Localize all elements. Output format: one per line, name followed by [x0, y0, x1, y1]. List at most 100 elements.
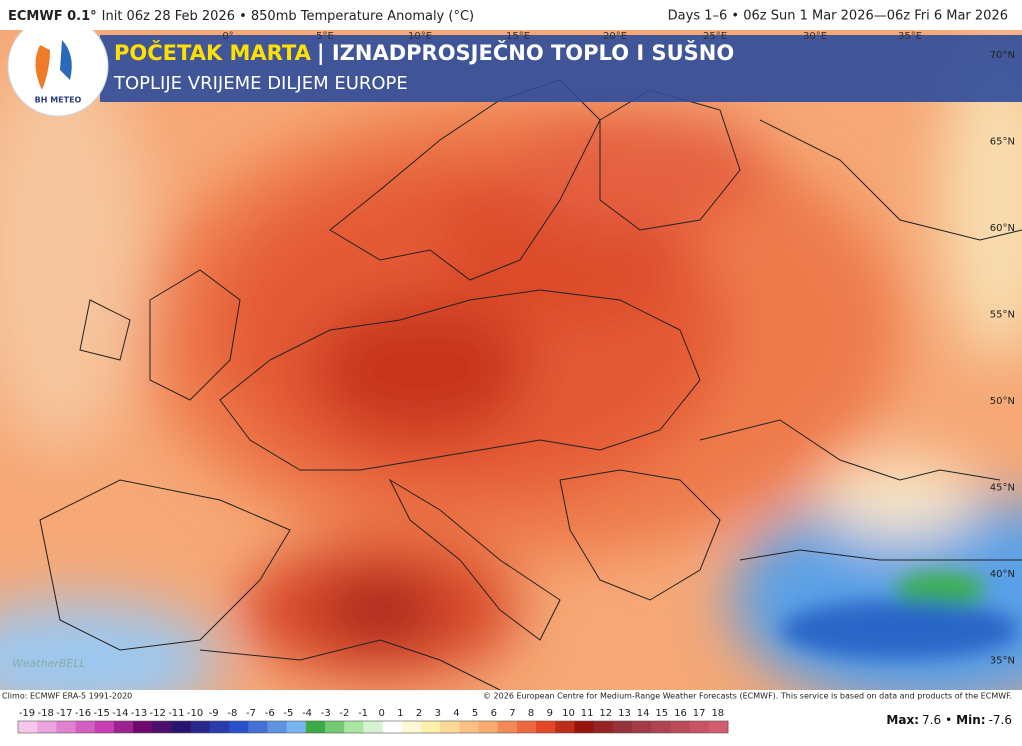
lon-label: 0°	[222, 31, 233, 42]
colorbar-swatch	[708, 721, 729, 733]
colorbar-label: 1	[397, 708, 403, 719]
logo-text: BH METEO	[35, 96, 82, 105]
colorbar-label: -12	[150, 708, 166, 719]
colorbar-swatch	[286, 721, 307, 733]
colorbar-swatch	[344, 721, 364, 733]
colorbar-swatch	[612, 721, 633, 733]
colorbar-swatch	[574, 721, 595, 733]
colorbar-label: 12	[599, 708, 612, 719]
title-highlight: POČETAK MARTA	[114, 40, 312, 65]
colorbar-label: 4	[453, 708, 459, 719]
colorbar-label: -2	[339, 708, 349, 719]
min-label: Min:	[956, 713, 985, 727]
colorbar-label: 10	[562, 708, 575, 719]
copyright: © 2026 European Centre for Medium-Range …	[483, 692, 1012, 701]
banner-subtitle: TOPLIJE VRIJEME DILJEM EUROPE	[113, 73, 408, 94]
colorbar-label: 13	[618, 708, 631, 719]
colorbar-label: -15	[94, 708, 110, 719]
colorbar-label: 2	[416, 708, 422, 719]
colorbar-swatch	[536, 721, 556, 733]
colorbar-label: -9	[209, 708, 219, 719]
colorbar-label: 7	[509, 708, 515, 719]
colorbar-label: -18	[37, 708, 53, 719]
climo: Climo: ECMWF ERA-5 1991-2020	[2, 692, 132, 701]
colorbar-swatch	[478, 721, 499, 733]
watermark: WeatherBELL	[12, 657, 86, 670]
colorbar-swatch	[18, 721, 38, 733]
header-period: Days 1–6 • 06z Sun 1 Mar 2026—06z Fri 6 …	[668, 9, 1008, 24]
lon-label: 30°E	[803, 31, 827, 42]
max-label: Max:	[886, 713, 919, 727]
colorbar-swatch	[305, 721, 326, 733]
colorbar-swatch	[632, 721, 652, 733]
lon-label: 5°E	[316, 31, 334, 42]
lon-label: 35°E	[898, 31, 922, 42]
colorbar-swatch	[555, 721, 575, 733]
colorbar-label: 5	[472, 708, 478, 719]
colorbar-swatch	[229, 721, 249, 733]
colorbar-label: 6	[491, 708, 497, 719]
colorbar-swatch	[37, 721, 57, 733]
colorbar-swatch	[689, 721, 710, 733]
colorbar-swatch	[670, 721, 691, 733]
lat-label: 70°N	[990, 50, 1015, 61]
lat-label: 65°N	[990, 137, 1015, 148]
lon-label: 15°E	[506, 31, 530, 42]
stats: Max: 7.6 • Min: -7.6	[886, 713, 1012, 727]
lat-label: 40°N	[990, 569, 1015, 580]
colorbar-swatch	[152, 721, 173, 733]
colorbar-swatch	[497, 721, 518, 733]
banner-title: POČETAK MARTA | IZNADPROSJEČNO TOPLO I SU…	[114, 40, 734, 66]
colorbar-swatch	[420, 721, 441, 733]
lon-label: 20°E	[603, 31, 627, 42]
colorbar-swatch	[75, 721, 96, 733]
colorbar-swatch	[363, 721, 384, 733]
colorbar-label: -17	[56, 708, 72, 719]
colorbar-label: -13	[131, 708, 147, 719]
colorbar-swatch	[56, 721, 77, 733]
colorbar-label: 14	[637, 708, 650, 719]
colorbar-label: 11	[581, 708, 594, 719]
title-rest: | IZNADPROSJEČNO TOPLO I SUŠNO	[317, 40, 734, 66]
colorbar-swatch	[267, 721, 288, 733]
lat-label: 60°N	[990, 223, 1015, 234]
colorbar-swatch	[440, 721, 460, 733]
colorbar-frame	[17, 720, 729, 734]
init: Init 06z 28 Feb 2026 • 850mb Temperature…	[102, 9, 474, 24]
colorbar-swatch	[209, 721, 230, 733]
colorbar-swatch	[516, 721, 537, 733]
colorbar-label: 9	[547, 708, 553, 719]
colorbar-label: 18	[711, 708, 724, 719]
lat-label: 55°N	[990, 310, 1015, 321]
max-value: 7.6	[922, 713, 941, 727]
colorbar-label: -7	[246, 708, 256, 719]
lon-label: 25°E	[703, 31, 727, 42]
lat-label: 35°N	[990, 656, 1015, 667]
lat-label: 50°N	[990, 396, 1015, 407]
colorbar-swatch	[382, 721, 403, 733]
model: ECMWF 0.1°	[8, 9, 97, 24]
coastlines	[39, 79, 1022, 690]
header-left: ECMWF 0.1° Init 06z 28 Feb 2026 • 850mb T…	[8, 9, 474, 24]
colorbar-swatch	[113, 721, 134, 733]
colorbar-swatch	[593, 721, 614, 733]
colorbar-swatch	[325, 721, 345, 733]
colorbar-label: -8	[227, 708, 237, 719]
colorbar-label: 15	[655, 708, 668, 719]
colorbar-swatch	[190, 721, 211, 733]
colorbar-label: 16	[674, 708, 687, 719]
colorbar-swatch	[651, 721, 671, 733]
colorbar-swatch	[171, 721, 192, 733]
lon-label: 10°E	[408, 31, 432, 42]
colorbar-label: 0	[379, 708, 385, 719]
lat-label: 45°N	[990, 483, 1015, 494]
title-banner	[100, 35, 1022, 102]
anomaly-map: WeatherBELL	[0, 30, 1022, 690]
colorbar-label: -19	[19, 708, 35, 719]
colorbar-swatch	[459, 721, 480, 733]
colorbar-label: -16	[75, 708, 91, 719]
separator: •	[945, 713, 952, 727]
colorbar-label: -5	[283, 708, 293, 719]
colorbar-swatch	[133, 721, 153, 733]
